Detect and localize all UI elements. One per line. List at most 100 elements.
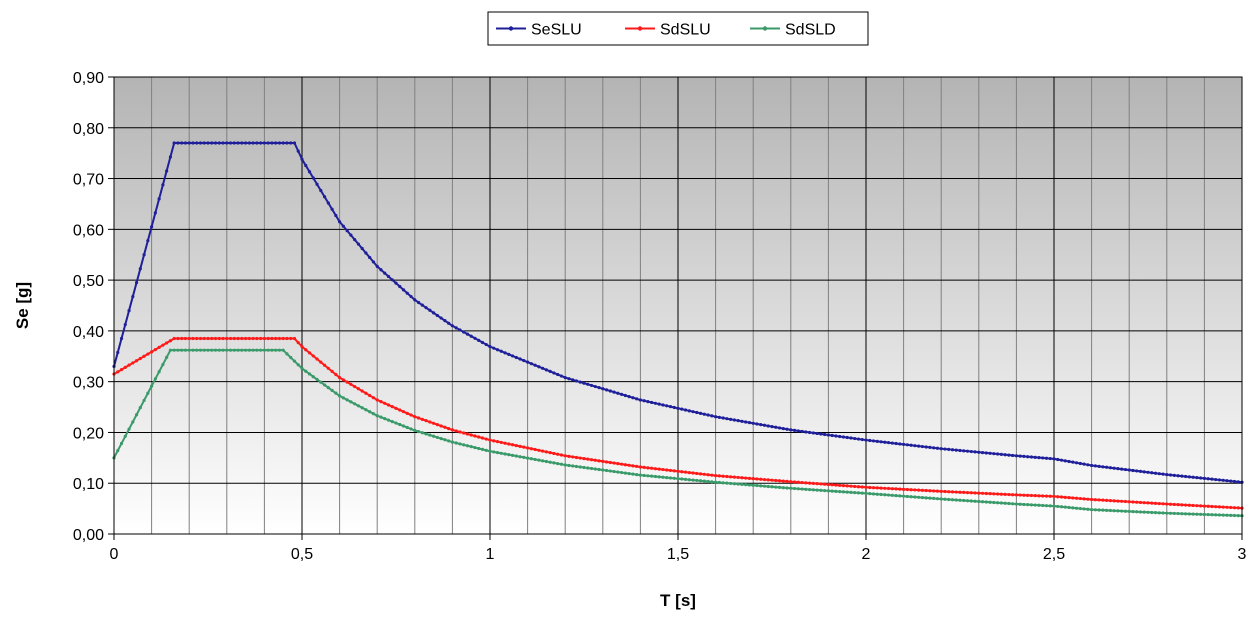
data-point-sdslu (853, 484, 857, 489)
data-point-seslu (886, 441, 891, 445)
data-point-sdsld (1044, 504, 1049, 508)
data-point-seslu (1059, 458, 1064, 462)
data-point-seslu (849, 436, 853, 440)
data-point-sdsld (518, 455, 522, 459)
data-point-seslu (1199, 476, 1203, 480)
data-point-seslu (345, 229, 349, 233)
data-point-sdslu (1007, 492, 1011, 497)
data-point-seslu (706, 413, 710, 417)
data-point-seslu (725, 417, 729, 421)
data-point-seslu (127, 308, 131, 313)
data-point-sdsld (1172, 511, 1176, 516)
data-point-seslu (251, 141, 255, 145)
data-point-seslu (789, 428, 793, 432)
data-point-sdsld (1003, 501, 1007, 505)
data-point-sdslu (996, 492, 1000, 496)
data-point-sdslu (458, 430, 462, 434)
data-point-seslu (864, 438, 868, 442)
data-point-sdslu (706, 473, 710, 477)
data-point-seslu (1153, 471, 1158, 475)
data-point-sdslu (556, 452, 560, 456)
data-point-sdsld (116, 449, 120, 453)
data-point-sdslu (1011, 493, 1015, 497)
data-point-seslu (1071, 460, 1075, 464)
data-point-sdsld (710, 480, 714, 484)
data-point-sdsld (228, 348, 233, 352)
data-point-sdslu (529, 447, 533, 451)
data-point-sdslu (623, 463, 627, 467)
data-point-sdsld (627, 471, 631, 476)
data-point-sdslu (604, 460, 609, 464)
data-point-seslu (751, 421, 755, 425)
data-point-sdslu (360, 389, 364, 393)
data-point-sdslu (868, 485, 872, 490)
data-point-sdslu (687, 470, 691, 475)
data-point-sdsld (661, 475, 665, 479)
data-point-sdsld (176, 348, 180, 352)
data-point-sdslu (1101, 498, 1105, 502)
data-point-sdsld (800, 487, 804, 491)
data-point-sdsld (153, 377, 157, 381)
data-point-sdslu (1093, 498, 1097, 502)
data-point-sdsld (920, 495, 925, 500)
data-point-seslu (571, 378, 575, 382)
data-point-seslu (826, 433, 831, 437)
data-point-sdsld (533, 457, 537, 462)
data-point-seslu (559, 374, 564, 378)
data-point-sdslu (469, 433, 473, 437)
data-point-sdslu (533, 447, 537, 452)
data-point-seslu (665, 404, 669, 408)
data-point-sdslu (849, 484, 853, 488)
data-point-sdslu (1086, 497, 1090, 501)
data-point-sdsld (285, 352, 289, 356)
data-point-sdsld (1056, 504, 1060, 509)
data-point-sdsld (740, 482, 744, 486)
data-point-seslu (131, 295, 135, 299)
y-tick-label: 0,10 (73, 476, 104, 493)
data-point-seslu (195, 141, 199, 145)
data-point-sdsld (465, 444, 470, 448)
data-point-sdslu (1120, 499, 1124, 503)
data-point-seslu (180, 141, 184, 145)
data-point-sdsld (409, 427, 413, 431)
data-point-sdslu (289, 336, 293, 341)
data-point-sdsld (1120, 509, 1124, 513)
data-point-sdsld (356, 404, 360, 408)
data-point-seslu (996, 452, 1000, 456)
data-point-seslu (499, 349, 503, 353)
legend: SeSLU SdSLU SdSLD (487, 11, 869, 46)
data-point-seslu (1123, 467, 1128, 472)
data-point-sdsld (698, 479, 703, 483)
data-point-sdsld (138, 406, 142, 410)
data-point-seslu (992, 452, 996, 456)
data-point-sdsld (879, 492, 883, 497)
data-point-sdsld (492, 450, 496, 454)
data-point-sdsld (379, 415, 383, 419)
data-point-seslu (364, 251, 368, 255)
data-point-sdsld (127, 427, 131, 431)
data-point-sdsld (142, 398, 146, 403)
data-point-seslu (1221, 478, 1225, 482)
data-point-sdsld (311, 375, 315, 379)
data-point-seslu (1090, 463, 1094, 468)
data-point-sdslu (1037, 494, 1041, 498)
data-point-sdslu (1048, 494, 1052, 498)
data-point-sdsld (1052, 504, 1056, 508)
data-point-sdsld (548, 460, 552, 464)
data-point-sdslu (1056, 495, 1060, 499)
data-point-sdsld (1184, 512, 1188, 516)
data-point-sdsld (706, 479, 710, 484)
data-point-sdslu (860, 485, 864, 489)
data-point-sdsld (815, 488, 819, 492)
data-point-sdsld (274, 348, 278, 352)
data-point-seslu (620, 392, 624, 396)
data-point-sdslu (1225, 505, 1229, 509)
data-point-seslu (932, 446, 936, 450)
y-tick-label: 0,40 (73, 324, 104, 341)
data-point-seslu (338, 220, 342, 224)
data-point-sdslu (965, 490, 970, 495)
data-point-sdsld (544, 459, 549, 464)
data-point-sdslu (1168, 502, 1173, 506)
data-point-sdsld (563, 463, 567, 467)
data-point-sdslu (1236, 506, 1240, 510)
